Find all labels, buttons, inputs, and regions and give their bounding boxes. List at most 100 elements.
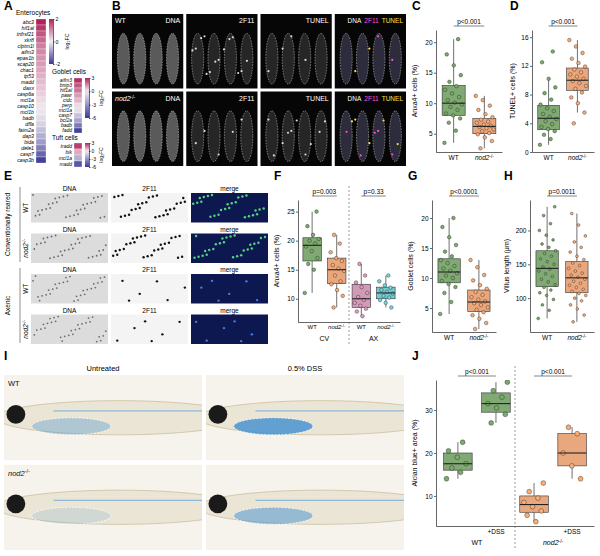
stain-dot [79,242,81,244]
tick-mark [530,152,532,153]
point [363,274,367,278]
stain-dot [218,59,220,61]
median [473,126,496,127]
point [306,262,310,266]
stain-dot [80,294,82,296]
tick: 150 [516,261,530,268]
stain-dot [240,254,242,256]
stain-dot [84,208,86,210]
heat-cell [36,109,46,115]
point [538,143,542,147]
label-part: nod2 [470,334,485,341]
point [389,286,393,290]
villus [282,111,294,162]
stain-dot [221,237,223,239]
box [482,393,511,412]
stain-dot [354,119,356,121]
stain-dot [148,196,150,198]
point [573,241,576,244]
point [570,57,574,61]
stain-dot [80,209,82,211]
stain-dot [39,214,41,216]
heatmap-title: Tuft cells [52,134,79,141]
row-label: nod2-/- [8,468,30,478]
label-part: -/- [25,468,30,474]
axis: WTnod2-/- [437,153,503,161]
point [539,103,543,107]
stain-dot [151,254,153,256]
image-panel: DNAWT2F11TUNELDNA2F11TUNELDNAnod2-/-2F11… [112,14,406,166]
point [494,406,499,411]
point [306,224,310,228]
larva-image [206,465,404,551]
point [441,225,445,229]
tick-mark [89,118,91,119]
point [440,279,444,283]
tick-mark [434,453,436,454]
heat-cell [36,49,46,55]
tick-label: 30 [425,407,433,414]
stain-dot [77,238,79,240]
villus [373,33,385,84]
channel-label: DNA2F11TUNEL [348,17,404,24]
tick-mark [530,66,532,67]
point [539,509,544,514]
axis-line [53,20,54,65]
tick-label: -2 [56,61,61,67]
stain-dot [391,153,393,155]
point [545,234,548,237]
point [477,298,481,302]
axis: 0481216 [521,31,532,156]
stain-dot [57,255,59,257]
point [315,210,319,214]
heat-cell [74,98,82,103]
point [443,141,447,145]
stain-dot [74,243,76,245]
point [481,98,485,102]
villus [117,33,129,84]
point [553,205,556,208]
point [458,470,463,475]
heat-cell [36,151,46,157]
point [538,229,541,232]
point [364,307,368,311]
tick-label: 0 [92,148,95,154]
stain-dot [121,194,123,196]
tick-mark [434,134,436,135]
axis-title: Villus length (μm) [503,239,511,293]
whisker [453,39,454,85]
heat-cell [36,25,46,31]
significance-bar [534,376,572,377]
label-part: nod2 [377,324,391,330]
point [332,233,336,237]
stain-dot [33,248,35,250]
heatmap-title: Enterocytes [16,9,51,17]
stain-dot [177,257,179,259]
micrograph [111,274,188,304]
tick-label: nod2-/- [328,323,346,331]
stain-dot [48,203,50,205]
stain-dot [166,213,168,215]
point [491,388,496,393]
significance-label: p<0.001 [457,18,481,26]
heat-cell [36,43,46,49]
point [438,312,442,316]
point [541,304,544,307]
micrograph [31,193,108,223]
condition-bracket [20,187,21,262]
point [539,257,542,260]
heat-cell [36,127,46,133]
axis: WTnod2-/- [531,333,595,341]
point [491,115,495,119]
point [478,125,482,129]
tick-label: -6 [92,164,97,170]
stain-dot [76,210,78,212]
stain-dot [139,207,141,209]
point [308,239,312,243]
stain-dot [54,198,56,200]
tick: nod2-/- [568,153,587,161]
point [443,291,447,295]
micrograph [111,234,188,264]
tick-label: WT [357,324,367,330]
point [487,131,491,135]
